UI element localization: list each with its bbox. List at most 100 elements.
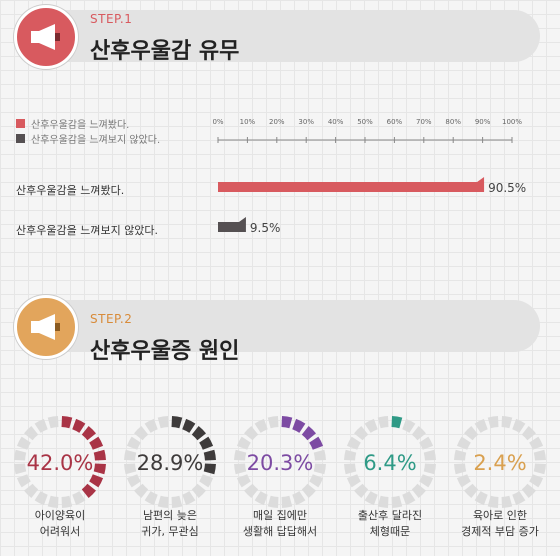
legend-label-yes: 산후우울감을 느껴봤다. [31,120,130,131]
donut-segment-empty [423,463,436,475]
donut-segment-filled [61,416,73,429]
donut-segment-empty [309,474,324,488]
donut-segment-empty [529,436,544,450]
donut-value-label: 20.3% [247,451,314,475]
donut-caption-2-line2: 귀가, 무관심 [141,525,199,538]
bar-cap [238,217,246,232]
donut-segment-empty [236,474,251,488]
donut-segment-empty [47,416,59,429]
x-tick-label: 30% [298,118,314,126]
bar-value-label: 9.5% [250,221,281,235]
bar-cap [477,177,485,192]
donut-segment-empty [134,483,149,498]
donut-caption-3-line1: 매일 집에만 [252,509,308,522]
step2-title: 산후우울증 원인 [90,339,240,364]
donut-segment-empty [487,495,499,508]
donut-segment-empty [144,491,158,506]
donut-segment-filled [93,449,106,461]
donut-segment-filled [93,463,106,475]
megaphone-icon [31,24,60,50]
donut-segment-filled [292,418,306,433]
donut-segment-filled [182,418,196,433]
legend-swatch-no [16,134,25,143]
donut-segment-empty [456,474,471,488]
donut-segment-empty [281,495,293,508]
donut-segment-filled [72,418,86,433]
donut-segment-empty [464,426,479,441]
donut-segment-empty [346,436,361,450]
donut-segment-filled [281,416,293,429]
donut-segment-empty [171,495,183,508]
donut-segment-empty [292,491,306,506]
donut-segment-empty [126,474,141,488]
donut-segment-empty [124,463,137,475]
donut-value-label: 2.4% [473,451,526,475]
donut-caption-2-line1: 남편의 늦은 [142,509,198,522]
donut-segment-empty [244,483,259,498]
legend-item-no: 산후우울감을 느껴보지 않았다. [16,131,160,146]
donut-segment-empty [157,495,169,508]
donut-segment-empty [234,463,247,475]
bar-legend: 산후우울감을 느껴봤다. 산후우울감을 느껴보지 않았다. [16,116,160,146]
donut-segment-filled [89,436,104,450]
legend-item-yes: 산후우울감을 느껴봤다. [16,116,160,131]
donut-segment-empty [191,483,206,498]
donut-caption-2: 남편의 늦은 귀가, 무관심 [115,508,225,540]
donut-segment-empty [47,495,59,508]
step2-badge [14,295,78,359]
donut-segment-empty [254,418,268,433]
donut-segment-empty [411,483,426,498]
donut-segment-empty [254,491,268,506]
donut-segment-empty [501,495,513,508]
donut-segment-filled [203,449,216,461]
donut-segment-empty [529,474,544,488]
bar-row-label-yes: 산후우울감을 느껴봤다. [16,184,125,197]
donut-segment-empty [533,463,546,475]
donut-segment-empty [454,449,467,461]
donut-segment-empty [144,418,158,433]
donut-segment-empty [313,463,326,475]
donut-segment-filled [191,426,206,441]
legend-label-no: 산후우울감을 느껴보지 않았다. [31,135,161,146]
bar-chart: 0% 10% 20% 30% 40% 50% 60% 70% 80% 90% 100% 90.5% 9.… [212,118,526,235]
donut-segment-empty [14,449,27,461]
donut-segment-filled [391,416,403,429]
donut-segment-empty [474,491,488,506]
donut-segment-empty [454,463,467,475]
donut-segment-empty [521,483,536,498]
donut-segment-empty [419,474,434,488]
donut-value-label: 42.0% [27,451,94,475]
donut-segment-empty [72,491,86,506]
donut-segment-empty [124,449,137,461]
donut-segment-empty [16,436,31,450]
x-tick-label: 90% [475,118,491,126]
donut-segment-empty [402,418,416,433]
donut-segment-empty [364,491,378,506]
donut-segment-empty [391,495,403,508]
step2-banner [20,300,540,352]
donut-segment-empty [377,416,389,429]
donut-segment-empty [402,491,416,506]
x-tick-label: 50% [357,118,373,126]
x-tick-label: 0% [212,118,223,126]
donut-segment-empty [377,495,389,508]
donut-segment-filled [301,426,316,441]
donut-caption-4-line1: 출산후 달라진 [357,509,423,522]
donut-segment-empty [14,463,27,475]
step1-badge [14,5,78,69]
step1-title: 산후우울감 유무 [90,39,240,64]
donut-segment-empty [423,449,436,461]
donut-segment-empty [24,426,39,441]
donut-segment-empty [344,449,357,461]
donut-segment-empty [236,436,251,450]
donut-segment-empty [411,426,426,441]
donut-segment-empty [512,491,526,506]
donut-segment-empty [157,416,169,429]
step2-label: STEP.2 [90,312,133,326]
donut-segment-empty [313,449,326,461]
donut-segment-empty [354,483,369,498]
donut-segment-empty [521,426,536,441]
donut-caption-1: 아이양육이 어려워서 [5,508,115,540]
donut-segment-empty [512,418,526,433]
